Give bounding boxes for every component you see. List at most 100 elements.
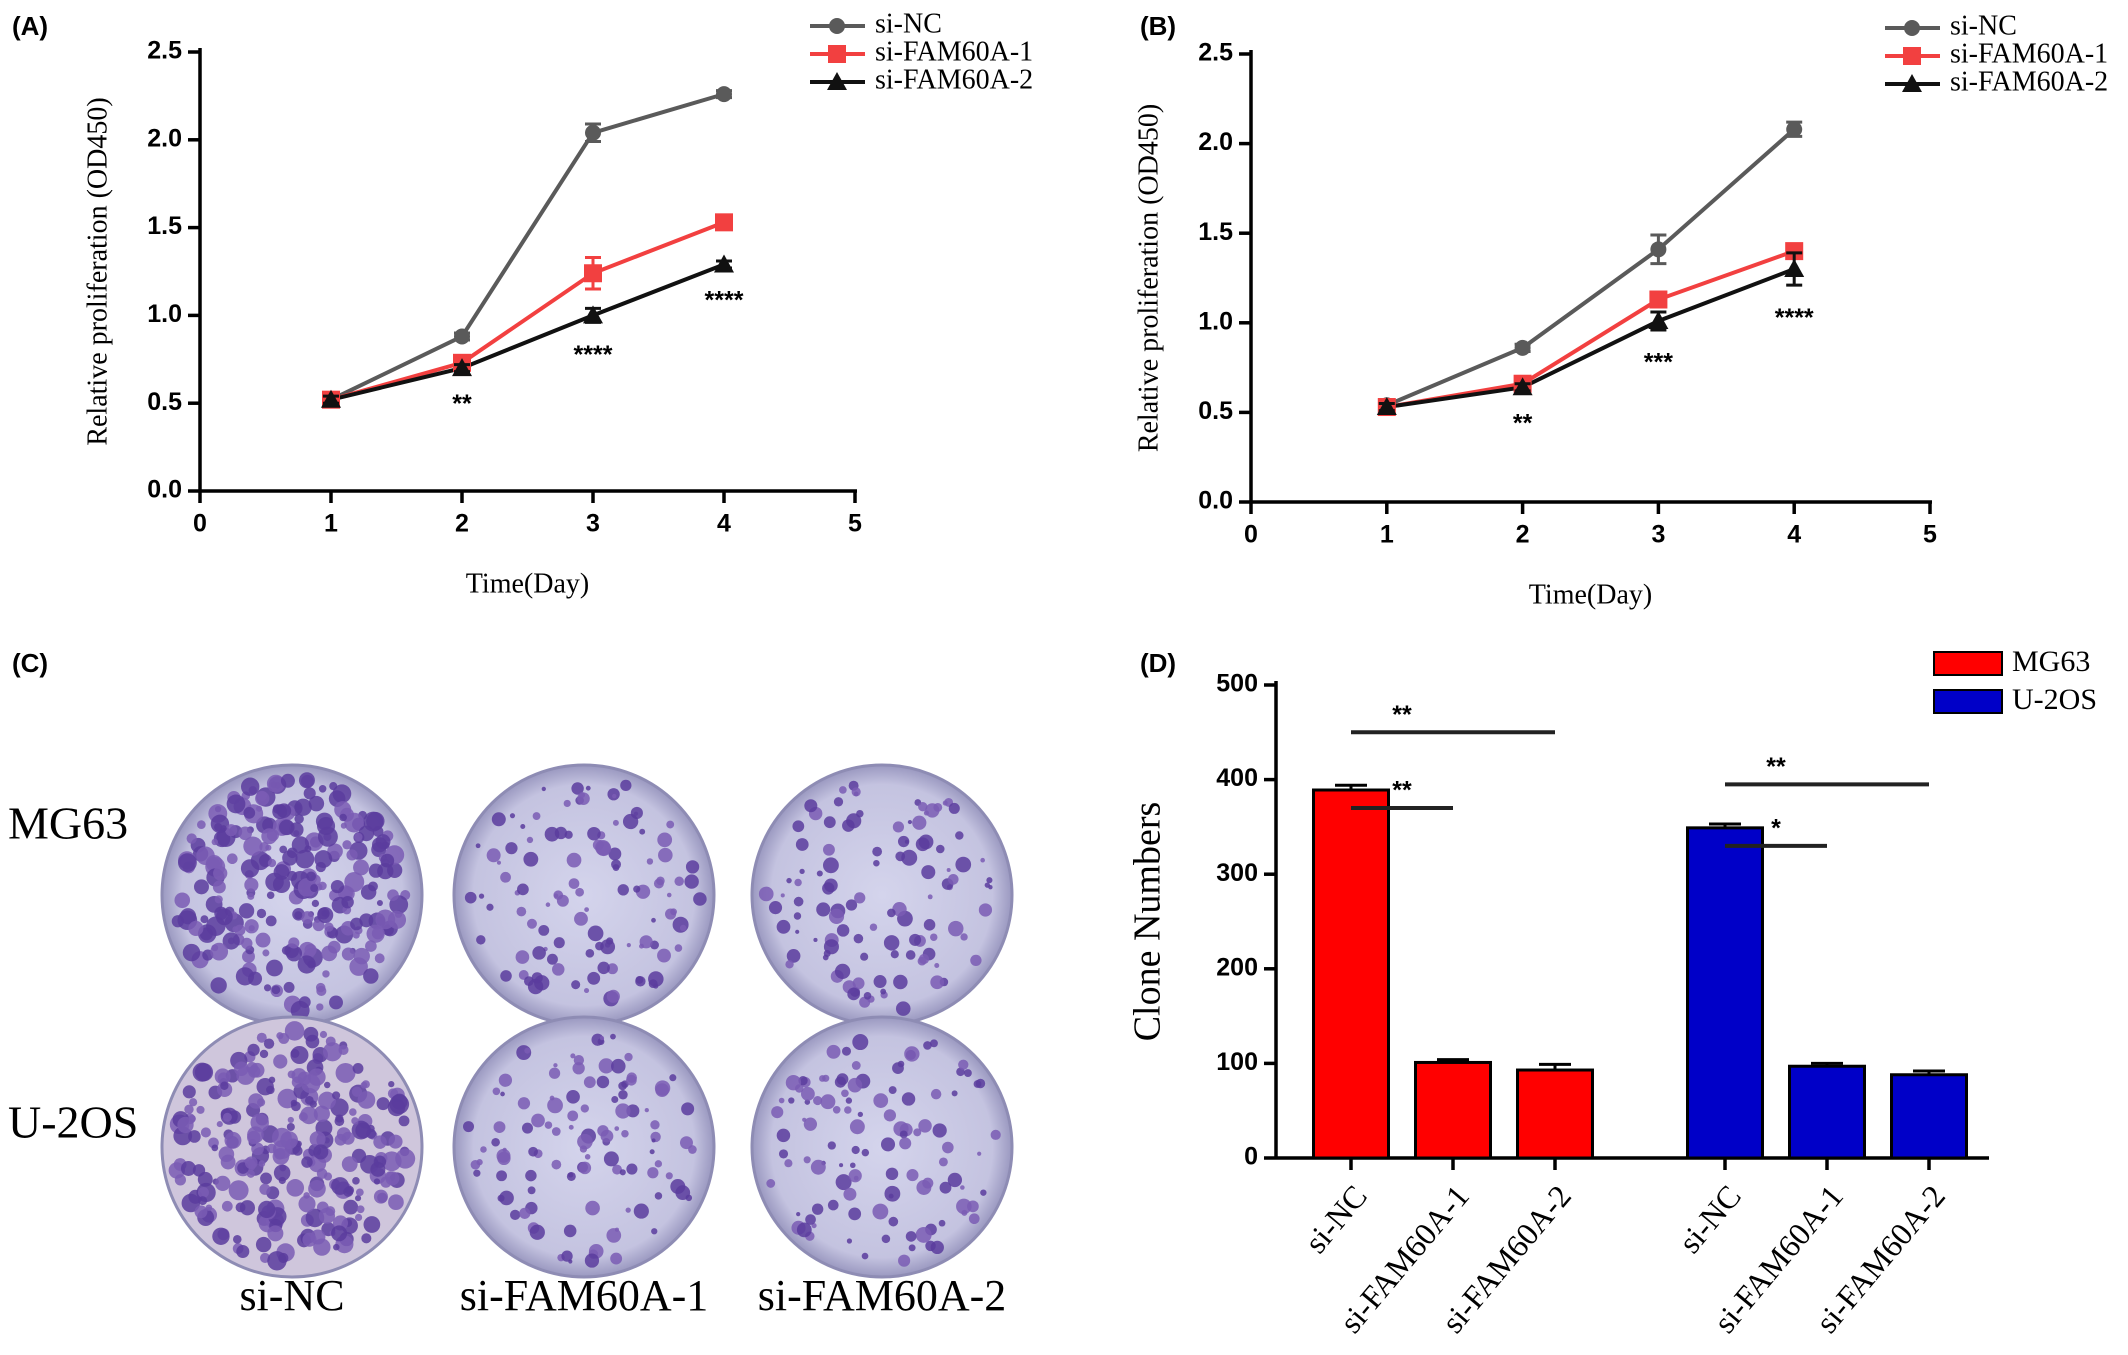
- y-tick-label: 1.5: [1198, 218, 1233, 246]
- colony: [529, 1224, 545, 1240]
- colony: [551, 1159, 562, 1170]
- colony: [847, 987, 860, 1001]
- colony: [351, 1117, 359, 1125]
- colony: [930, 1088, 942, 1100]
- y-tick-label: 0: [1244, 1143, 1258, 1171]
- colony: [243, 836, 263, 856]
- colony: [174, 892, 191, 909]
- colony: [353, 947, 370, 965]
- colony: [315, 982, 326, 993]
- colony: [188, 1130, 201, 1143]
- colony: [872, 846, 883, 857]
- colony: [236, 1244, 250, 1259]
- colony: [291, 1076, 304, 1088]
- colony: [803, 1117, 818, 1131]
- colony: [848, 1169, 862, 1183]
- colony: [913, 1128, 922, 1137]
- y-tick-label: 400: [1216, 764, 1258, 792]
- colony: [303, 787, 316, 800]
- colony: [776, 1128, 791, 1143]
- y-tick-label: 2.5: [1198, 39, 1233, 67]
- colony: [942, 1141, 954, 1154]
- colony: [849, 1162, 856, 1169]
- colony: [222, 1112, 232, 1122]
- y-tick-label: 0.0: [1198, 487, 1233, 515]
- colony: [373, 1155, 387, 1169]
- colony: [300, 911, 314, 924]
- column-label: si-FAM60A-2: [758, 1271, 1007, 1320]
- colony: [595, 840, 611, 856]
- colony: [658, 847, 673, 863]
- colony: [568, 1124, 574, 1130]
- colony: [319, 1030, 328, 1039]
- colony: [363, 1216, 381, 1233]
- colony: [492, 1087, 501, 1096]
- point: [452, 358, 472, 377]
- colony: [679, 1136, 693, 1150]
- point: [714, 254, 734, 273]
- colony: [306, 871, 316, 882]
- colony: [256, 1078, 274, 1096]
- colony: [496, 860, 502, 865]
- colony: [554, 826, 568, 840]
- colony: [388, 1081, 395, 1088]
- colony: [302, 1232, 317, 1247]
- colony: [793, 896, 804, 907]
- colony: [571, 980, 581, 990]
- colony: [978, 903, 993, 917]
- colony: [651, 917, 656, 923]
- colony: [986, 877, 993, 884]
- column-label: si-FAM60A-1: [460, 1271, 709, 1320]
- colony: [633, 885, 641, 893]
- colony: [657, 832, 673, 848]
- colony: [674, 876, 684, 887]
- colony: [612, 793, 617, 799]
- colony: [181, 1193, 201, 1213]
- colony: [220, 1154, 236, 1170]
- colony: [464, 891, 477, 904]
- colony: [611, 1095, 619, 1104]
- colony: [344, 812, 364, 833]
- colony: [177, 1116, 194, 1134]
- colony: [923, 919, 936, 931]
- colony: [639, 828, 646, 835]
- colony: [861, 1148, 870, 1157]
- colony: [256, 1032, 267, 1043]
- colony: [244, 877, 259, 892]
- colony: [633, 1203, 649, 1219]
- error-bar: [1437, 1058, 1469, 1063]
- legend-label: si-FAM60A-2: [1950, 66, 2108, 97]
- colony: [656, 876, 665, 886]
- colony: [178, 853, 197, 873]
- colony: [182, 1085, 196, 1099]
- colony: [500, 970, 512, 982]
- colony: [853, 933, 864, 944]
- point: [583, 305, 603, 324]
- colony: [248, 925, 255, 932]
- row-label: U-2OS: [8, 1097, 138, 1148]
- colony: [846, 1238, 853, 1244]
- colony: [567, 1172, 574, 1178]
- colony: [839, 786, 847, 794]
- colony: [235, 1202, 246, 1213]
- colony: [552, 963, 565, 976]
- colony: [290, 1045, 309, 1065]
- y-tick-label: 0.5: [1198, 397, 1233, 425]
- colony: [619, 1169, 626, 1176]
- y-tick-label: 1.0: [1198, 307, 1233, 335]
- colony: [520, 823, 526, 829]
- colony: [365, 940, 377, 952]
- colony: [294, 814, 304, 824]
- colony: [577, 1133, 593, 1150]
- colony: [486, 903, 494, 911]
- bar: [1312, 788, 1390, 1160]
- colony: [551, 1127, 561, 1136]
- colony: [930, 1240, 944, 1255]
- column-label: si-NC: [239, 1271, 344, 1320]
- y-axis-label: Relative proliferation (OD450): [82, 97, 113, 445]
- colony: [330, 879, 345, 894]
- colony: [232, 926, 239, 933]
- colony: [802, 1117, 807, 1122]
- colony: [822, 954, 829, 961]
- colony: [493, 1121, 506, 1134]
